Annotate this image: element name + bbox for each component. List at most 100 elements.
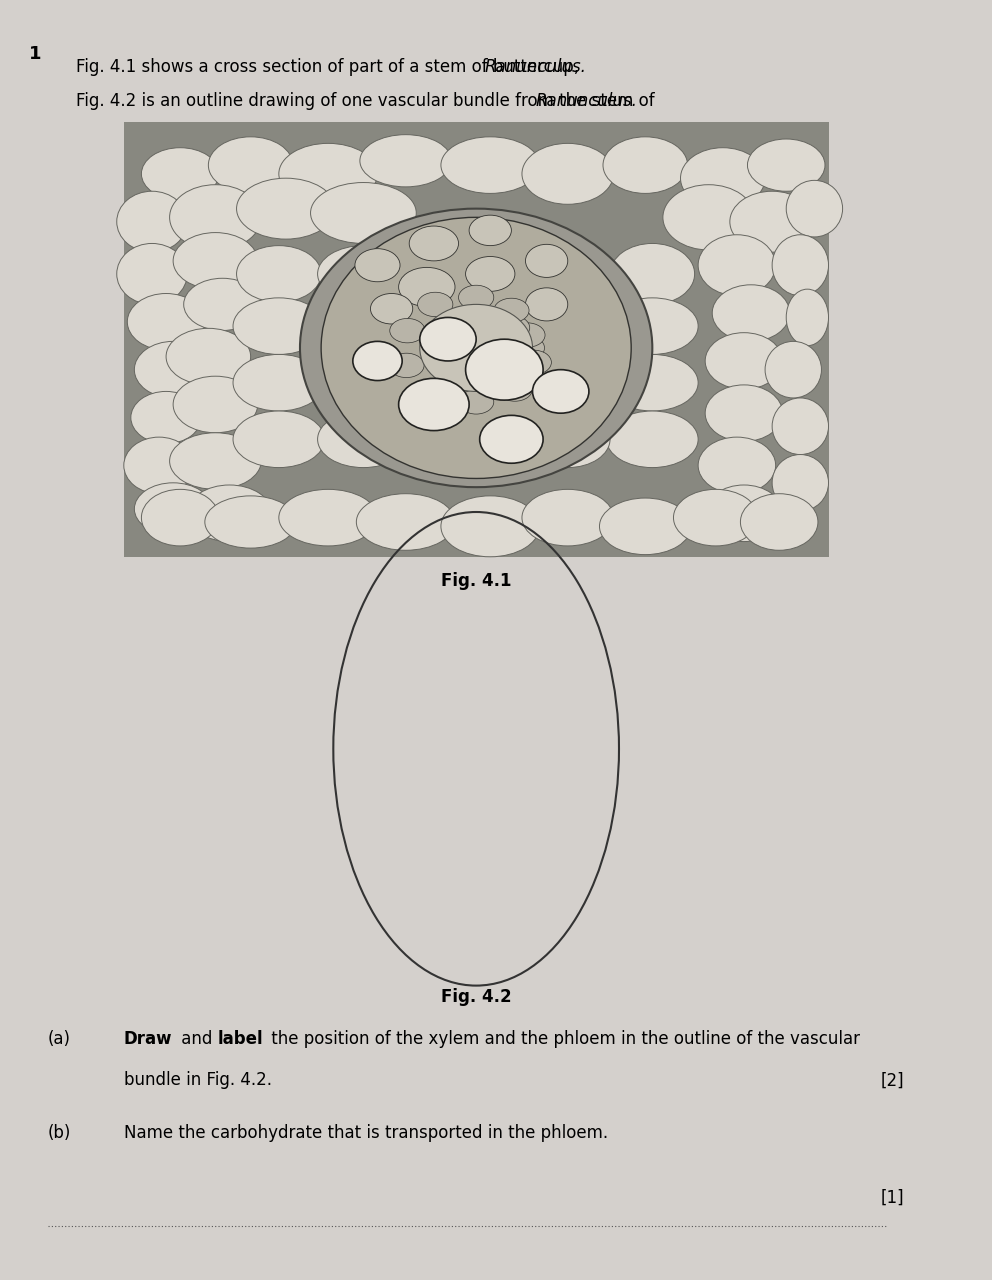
Ellipse shape [526,411,610,467]
Ellipse shape [134,342,212,398]
Ellipse shape [497,376,533,401]
Ellipse shape [233,355,324,411]
Ellipse shape [470,307,506,332]
Ellipse shape [606,355,698,411]
Ellipse shape [681,147,765,209]
Ellipse shape [416,381,451,406]
Ellipse shape [208,137,293,193]
Text: bundle in Fig. 4.2.: bundle in Fig. 4.2. [124,1071,272,1089]
Ellipse shape [279,489,378,547]
Ellipse shape [674,489,758,547]
Ellipse shape [317,246,410,302]
Ellipse shape [399,379,469,430]
Ellipse shape [321,218,631,479]
Ellipse shape [772,454,828,511]
Ellipse shape [431,335,465,360]
Ellipse shape [420,305,533,392]
Ellipse shape [494,316,530,340]
Ellipse shape [533,370,589,413]
Ellipse shape [526,243,610,305]
Ellipse shape [142,489,219,547]
Ellipse shape [522,143,614,205]
Ellipse shape [389,353,424,378]
Ellipse shape [142,147,219,200]
Text: label: label [218,1030,264,1048]
Ellipse shape [355,248,400,282]
Ellipse shape [448,311,483,335]
Text: 1: 1 [29,45,41,63]
Ellipse shape [233,298,324,355]
Text: [1]: [1] [881,1189,905,1207]
Ellipse shape [390,319,425,343]
Text: Ranunculus.: Ranunculus. [536,92,638,110]
Ellipse shape [606,411,698,467]
Ellipse shape [170,184,261,250]
Ellipse shape [300,209,653,488]
Ellipse shape [465,339,543,401]
Ellipse shape [772,234,828,296]
Ellipse shape [705,385,783,442]
Ellipse shape [740,494,818,550]
Ellipse shape [516,351,552,375]
Text: Fig. 4.2 is an outline drawing of one vascular bundle from the stem of: Fig. 4.2 is an outline drawing of one va… [76,92,660,110]
Ellipse shape [187,485,272,541]
Ellipse shape [399,268,455,307]
Ellipse shape [174,233,258,289]
Ellipse shape [787,180,842,237]
Text: Fig. 4.1 shows a cross section of part of a stem of buttercup,: Fig. 4.1 shows a cross section of part o… [76,58,584,76]
Ellipse shape [465,256,515,292]
Ellipse shape [236,178,335,239]
Ellipse shape [440,495,540,557]
Ellipse shape [526,244,567,278]
Ellipse shape [747,140,825,191]
Ellipse shape [420,317,476,361]
Text: and: and [177,1030,218,1048]
Text: Draw: Draw [124,1030,173,1048]
Ellipse shape [434,323,469,347]
Text: Fig. 4.1: Fig. 4.1 [440,572,512,590]
Ellipse shape [469,215,512,246]
Ellipse shape [410,227,458,261]
Ellipse shape [134,483,212,535]
Ellipse shape [787,289,828,346]
Ellipse shape [117,243,187,305]
Text: (b): (b) [48,1124,71,1142]
Ellipse shape [705,485,783,541]
Ellipse shape [370,293,413,324]
Text: Fig. 4.2: Fig. 4.2 [440,988,512,1006]
Ellipse shape [458,285,494,310]
Ellipse shape [606,298,698,355]
Ellipse shape [449,358,484,383]
Text: the position of the xylem and the phloem in the outline of the vascular: the position of the xylem and the phloem… [266,1030,860,1048]
Text: (a): (a) [48,1030,70,1048]
Ellipse shape [509,335,545,360]
Ellipse shape [705,333,783,389]
Ellipse shape [712,285,790,342]
Ellipse shape [765,342,821,398]
Ellipse shape [610,243,694,305]
Ellipse shape [730,191,814,252]
Ellipse shape [494,298,529,323]
Ellipse shape [360,134,451,187]
Ellipse shape [510,323,545,347]
Ellipse shape [663,184,755,250]
Ellipse shape [127,293,204,351]
Ellipse shape [522,489,614,547]
Ellipse shape [356,494,455,550]
Ellipse shape [353,342,402,380]
Ellipse shape [698,234,776,296]
Bar [124,122,828,557]
Ellipse shape [170,433,261,489]
Ellipse shape [184,278,261,330]
Ellipse shape [124,438,194,494]
Ellipse shape [772,398,828,454]
Ellipse shape [117,191,187,252]
Ellipse shape [174,376,258,433]
Ellipse shape [166,328,251,385]
Ellipse shape [440,137,540,193]
Ellipse shape [233,411,324,467]
Ellipse shape [698,438,776,494]
Ellipse shape [469,360,504,384]
Ellipse shape [317,411,410,467]
Ellipse shape [599,498,691,554]
